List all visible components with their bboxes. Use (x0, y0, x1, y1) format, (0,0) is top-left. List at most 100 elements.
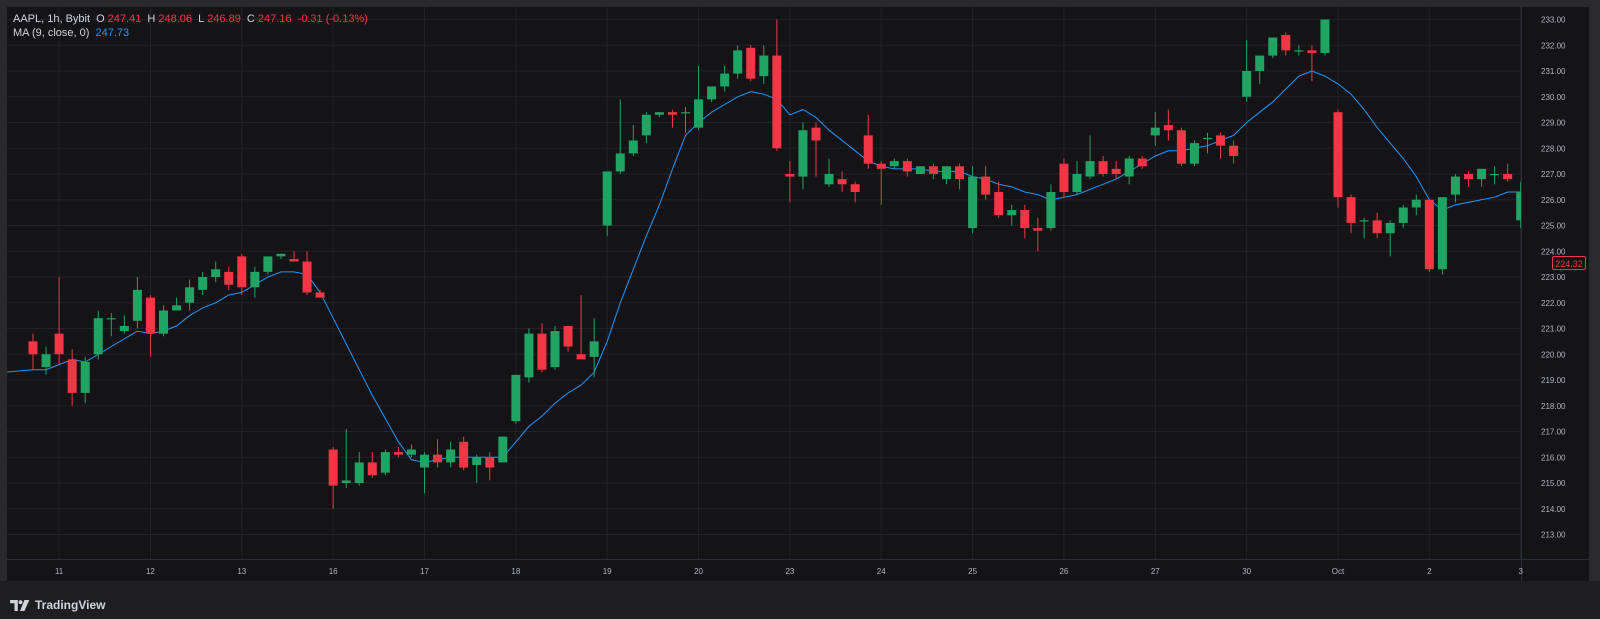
bullish-candle (1294, 45, 1304, 56)
bearish-candle (772, 19, 782, 151)
candle-body (1176, 130, 1186, 164)
bearish-candle (576, 295, 586, 360)
candle-body (563, 325, 573, 347)
open-label: O (96, 13, 105, 25)
candle-body (1477, 168, 1487, 180)
candle-body (850, 184, 860, 193)
candle-body (707, 86, 717, 100)
price-tick-label: 219.00 (1541, 376, 1566, 385)
bearish-candle (145, 295, 155, 357)
candle-body (1437, 197, 1447, 270)
bearish-candle (1229, 140, 1239, 164)
candle-body (537, 333, 547, 370)
price-tick-label: 215.00 (1541, 479, 1566, 488)
candle-body (276, 253, 286, 257)
low-value: 246.89 (207, 13, 241, 25)
candle-body (302, 261, 312, 293)
candle-body (328, 449, 338, 486)
bullish-candle (1255, 55, 1265, 84)
price-tick-label: 224.00 (1541, 247, 1566, 256)
bearish-candle (1176, 127, 1186, 167)
candle-body (720, 73, 730, 87)
change-value: -0.31 (-0.13%) (297, 13, 368, 25)
bullish-candle (276, 253, 286, 259)
candle-body (1320, 19, 1330, 53)
brand-name: TradingView (35, 598, 106, 612)
candle-body (433, 454, 443, 463)
candle-body (237, 256, 247, 288)
bullish-candle (641, 112, 651, 144)
moving-average-layer (7, 70, 1521, 463)
candle-body (667, 112, 677, 115)
bearish-candle (1424, 199, 1434, 272)
bearish-candle (485, 452, 495, 481)
candle-body (1242, 71, 1252, 97)
bearish-candle (1163, 109, 1173, 141)
candle-body (863, 135, 873, 164)
candle-body (1020, 210, 1030, 229)
bearish-candle (237, 253, 247, 296)
candle-body (1346, 197, 1356, 223)
candle-body (876, 163, 886, 169)
bullish-candle (420, 452, 429, 494)
time-tick-label: Oct (1332, 567, 1345, 576)
candle-body (785, 174, 795, 177)
candle-body (1216, 135, 1226, 146)
candle-body (1490, 174, 1500, 176)
candle-body (1098, 161, 1108, 174)
bearish-candle (1346, 194, 1356, 234)
bearish-candle (994, 181, 1004, 218)
high-label: H (147, 13, 156, 25)
bullish-candle (681, 107, 690, 133)
time-tick-label: 13 (237, 567, 246, 576)
time-tick-label: 30 (1242, 567, 1251, 576)
bullish-candle (654, 112, 664, 118)
candle-body (968, 176, 978, 229)
candle-body (341, 480, 351, 483)
candle-body (628, 140, 638, 154)
candle-body (1150, 127, 1160, 136)
chart-panel[interactable]: 213.00 214.00 215.00 216.00 217.00 218.00 219.… (7, 7, 1589, 581)
ma-label[interactable]: MA (9, close, 0) (13, 27, 90, 39)
bearish-candle (981, 166, 991, 200)
bearish-candle (837, 171, 847, 193)
bearish-candle (1033, 217, 1043, 252)
candle-body (1464, 174, 1473, 180)
bullish-candle (1490, 166, 1500, 185)
symbol-label[interactable]: AAPL, 1h, Bybit (13, 13, 91, 25)
bearish-candle (1020, 204, 1030, 239)
candle-body (93, 318, 103, 355)
bearish-candle (1333, 109, 1343, 208)
bearish-candle (1216, 132, 1226, 159)
candle-body (1007, 210, 1017, 216)
candle-body (446, 449, 456, 463)
bullish-candle (1189, 140, 1199, 167)
bearish-candle (328, 446, 338, 509)
price-tick-label: 229.00 (1541, 119, 1566, 128)
bullish-candle (250, 266, 260, 298)
candle-body (1111, 168, 1121, 174)
candle-body (393, 452, 403, 455)
price-tick-label: 232.00 (1541, 41, 1566, 50)
bullish-candle (1437, 197, 1447, 275)
bearish-candle (876, 161, 886, 205)
time-axis[interactable]: 11 12 13 16 17 18 19 20 23 24 25 26 27 30 Oct 2 3 (7, 559, 1589, 577)
candle-body (1255, 55, 1265, 71)
bullish-candle (589, 318, 599, 378)
bearish-candle (1111, 161, 1121, 180)
bullish-candle (1046, 184, 1056, 231)
tradingview-brand[interactable]: TradingView (10, 598, 105, 612)
bullish-candle (759, 45, 769, 84)
bearish-candle (1372, 212, 1382, 239)
candle-body (942, 166, 951, 180)
bullish-candle (498, 436, 508, 463)
candle-body (837, 179, 847, 185)
price-tick-label: 221.00 (1541, 325, 1566, 334)
candlestick-chart[interactable]: 213.00 214.00 215.00 216.00 217.00 218.00 219.… (7, 7, 1589, 581)
bullish-candle (1124, 155, 1134, 185)
price-axis[interactable]: 213.00 214.00 215.00 216.00 217.00 218.00 219.… (1521, 7, 1589, 581)
candle-body (498, 436, 508, 463)
candle-body (41, 354, 51, 368)
candle-body (1059, 163, 1069, 193)
candle-body (1503, 174, 1513, 180)
